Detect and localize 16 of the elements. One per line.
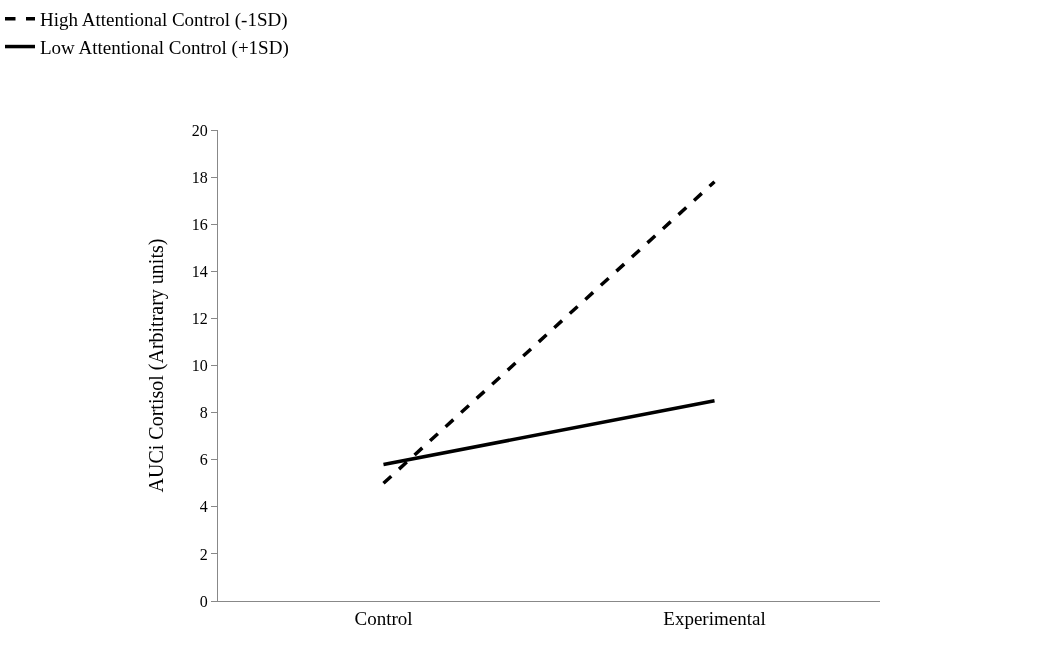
legend-label: High Attentional Control (-1SD) [40,9,288,32]
y-tick-label: 4 [199,498,208,516]
y-tick-label: 2 [199,545,208,563]
x-tick-label: Control [354,607,413,629]
y-tick-label: 16 [191,215,208,233]
x-tick-label: Experimental [663,607,766,629]
y-tick-label: 8 [199,404,208,422]
y-tick-label: 20 [191,121,208,139]
y-tick-label: 14 [191,262,208,280]
y-tick-label: 10 [191,357,208,375]
y-tick-label: 18 [191,168,208,186]
y-tick-label: 0 [199,592,208,610]
y-tick-label: 6 [199,451,208,469]
y-tick-label: 12 [191,310,208,327]
y-axis-title: AUCi Cortisol (Arbitrary units) [145,238,169,493]
legend-label: Low Attentional Control (+1SD) [40,36,289,59]
